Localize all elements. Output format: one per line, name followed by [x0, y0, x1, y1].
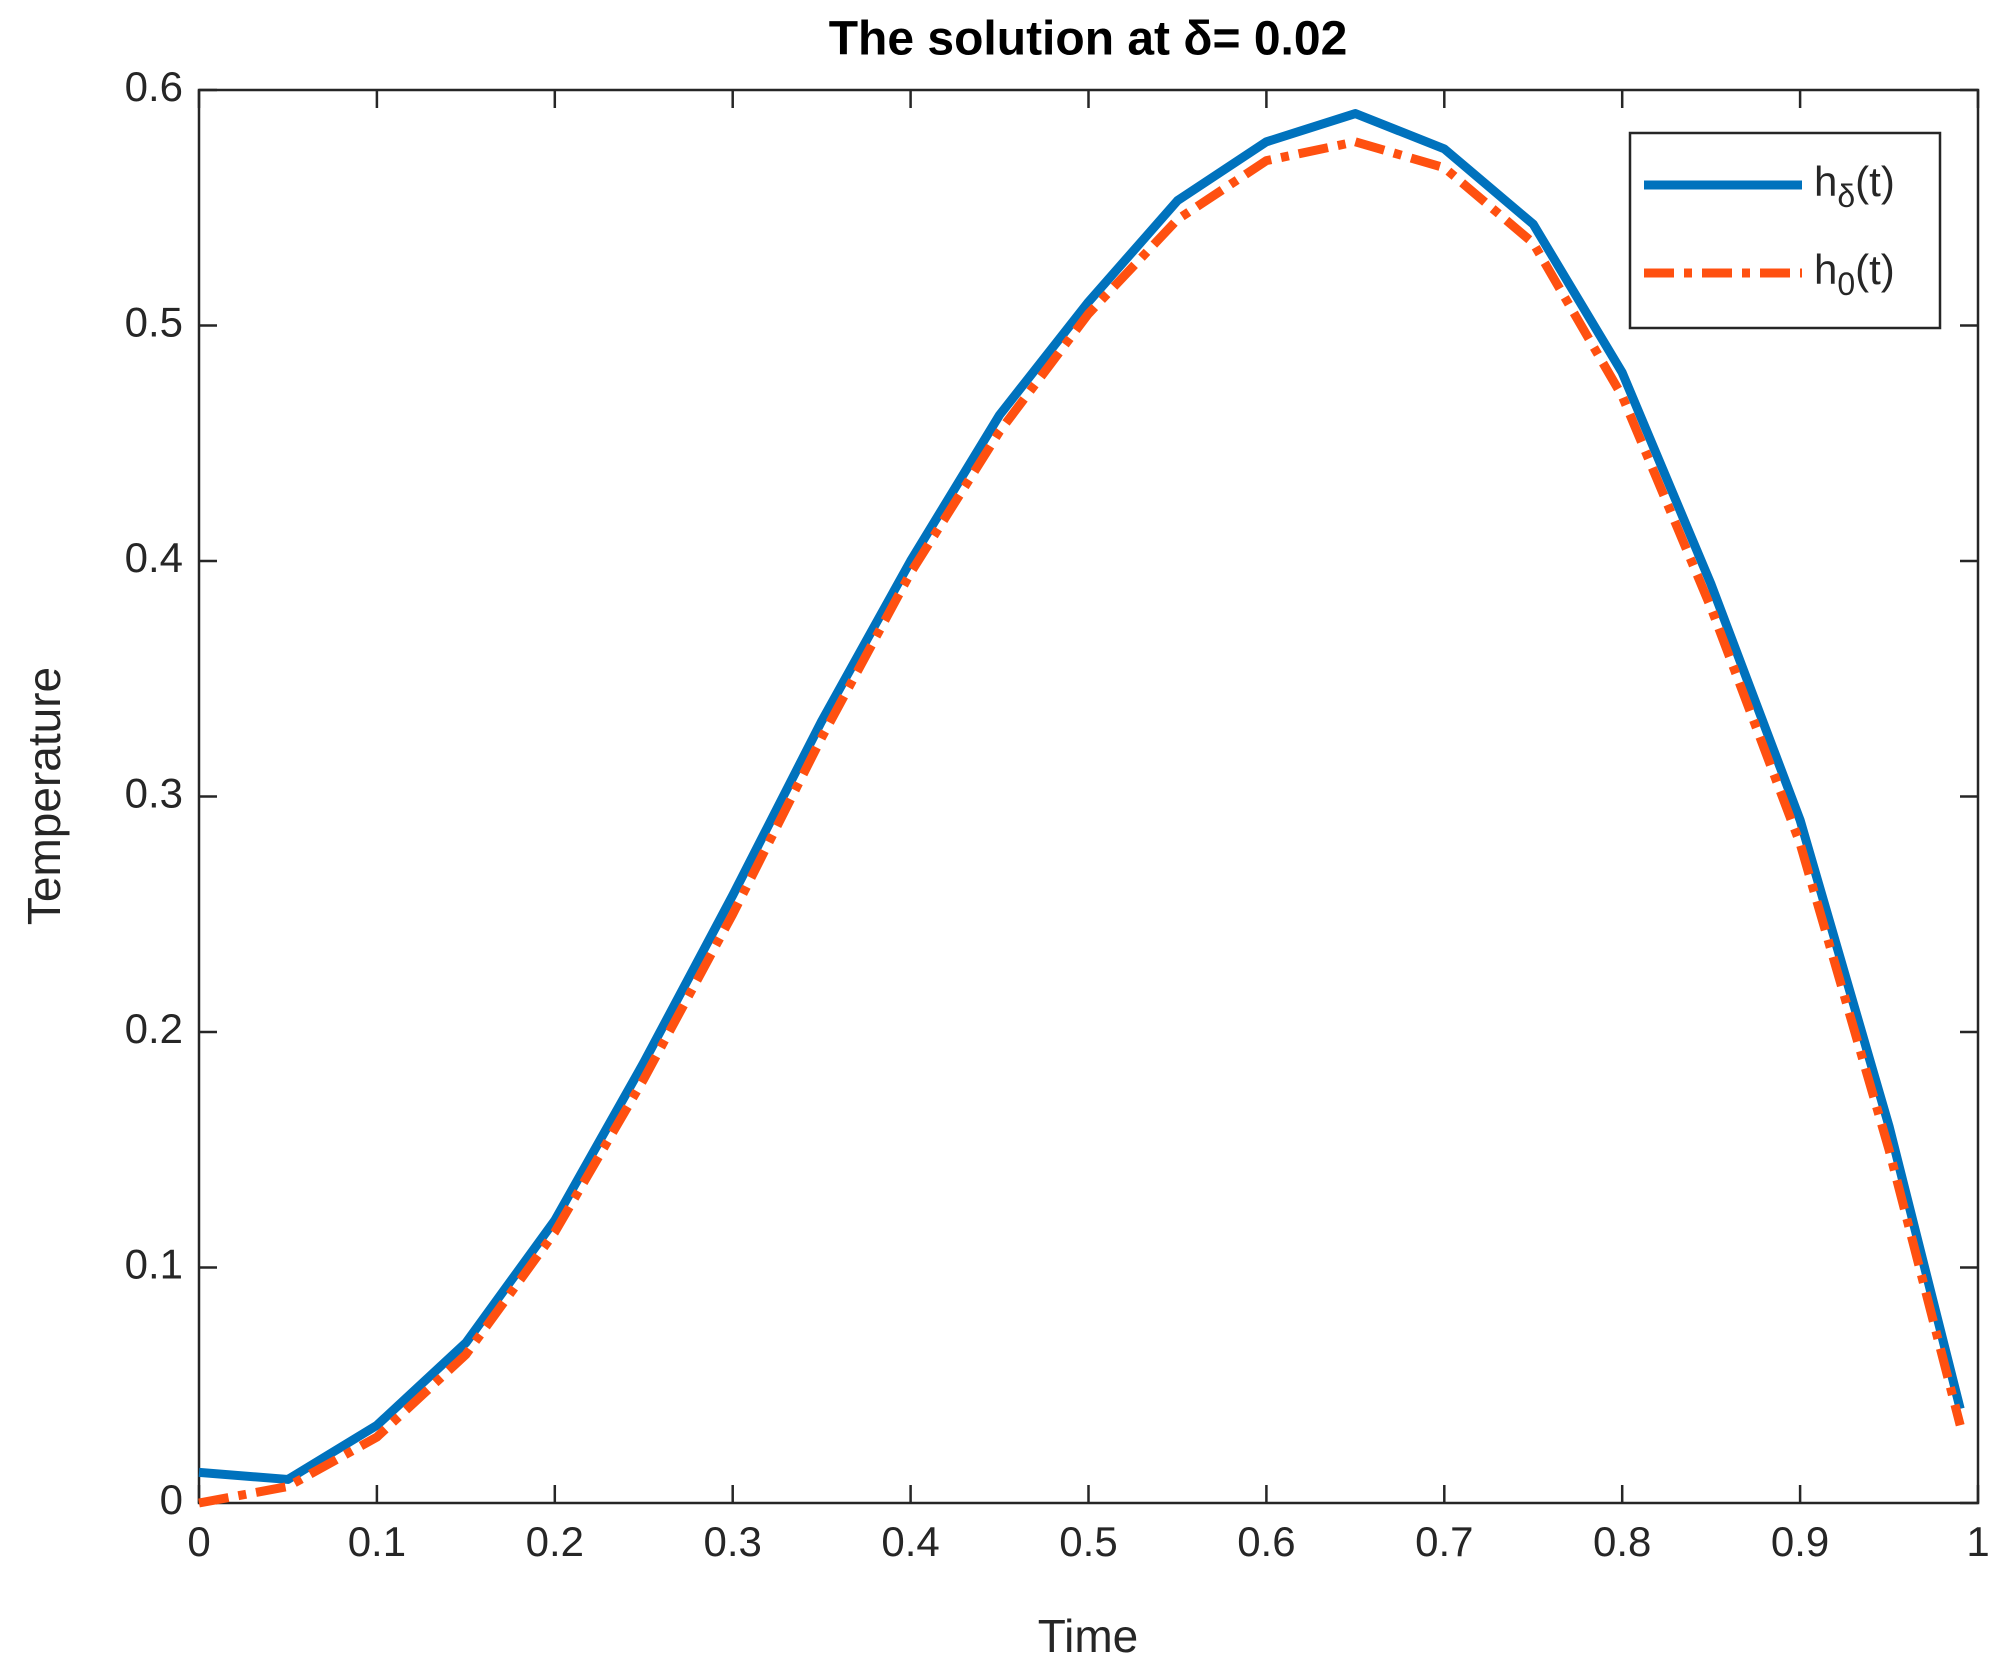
y-tick-label: 0.2 [125, 1005, 183, 1052]
y-tick-label: 0.6 [125, 63, 183, 110]
x-tick-label: 0.2 [526, 1518, 584, 1565]
data-line [198, 109, 1965, 1484]
legend-text: h [1814, 158, 1837, 205]
y-tick-label: 0.4 [125, 534, 183, 581]
x-tick-label: 0.6 [1237, 1518, 1295, 1565]
x-tick-label: 0.3 [704, 1518, 762, 1565]
x-tick-label: 0.1 [348, 1518, 406, 1565]
legend-subscript: 0 [1837, 266, 1855, 302]
x-tick-label: 0.8 [1593, 1518, 1651, 1565]
legend-text: h [1814, 246, 1837, 293]
legend-text: (t) [1855, 246, 1895, 293]
y-tick-label: 0.5 [125, 299, 183, 346]
legend-subscript: δ [1837, 178, 1855, 214]
x-axis-label: Time [1038, 1610, 1139, 1662]
chart-title: The solution at δ= 0.02 [829, 13, 1348, 66]
data-line [198, 137, 1965, 1508]
legend-box [1628, 131, 1942, 330]
x-tick-label: 0.9 [1771, 1518, 1829, 1565]
legend-text: (t) [1855, 158, 1895, 205]
x-tick-label: 0 [187, 1518, 210, 1565]
legend-label: h0(t) [1814, 246, 1895, 302]
y-tick-label: 0 [160, 1476, 183, 1523]
legend-label: hδ(t) [1814, 158, 1895, 214]
x-tick-label: 0.4 [881, 1518, 939, 1565]
x-tick-label: 0.7 [1415, 1518, 1473, 1565]
y-tick-label: 0.1 [125, 1241, 183, 1288]
x-tick-label: 1 [1966, 1518, 1989, 1565]
x-tick-label: 0.5 [1059, 1518, 1117, 1565]
y-tick-label: 0.3 [125, 770, 183, 817]
y-axis-label: Temperature [18, 667, 70, 925]
